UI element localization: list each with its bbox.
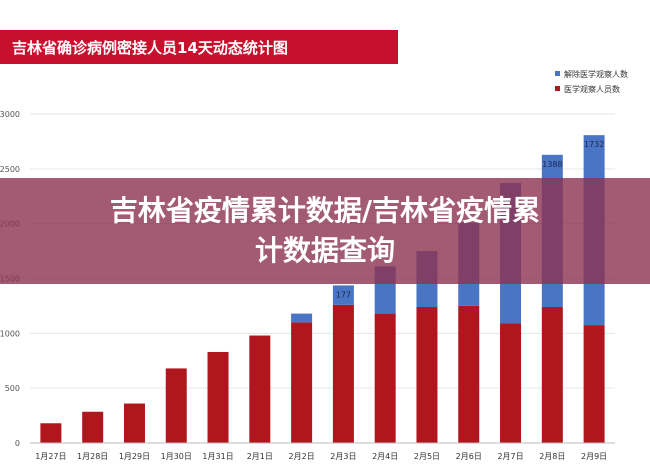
x-tick-label: 2月6日 xyxy=(456,452,482,461)
bar-observed-0 xyxy=(40,423,62,443)
y-tick-label: 500 xyxy=(5,384,20,393)
chart-title: 吉林省确诊病例密接人员14天动态统计图 xyxy=(12,39,288,57)
x-tick-label: 1月29日 xyxy=(119,452,150,461)
x-tick-label: 2月4日 xyxy=(372,452,398,461)
overlay-line-2: 计数据查询 xyxy=(254,234,395,267)
x-tick-label: 2月3日 xyxy=(330,452,356,461)
bar-observed-8 xyxy=(374,313,396,443)
bar-released-6 xyxy=(291,313,313,323)
y-tick-label: 1000 xyxy=(0,329,20,338)
bar-observed-12 xyxy=(541,307,563,443)
x-tick-label: 1月28日 xyxy=(77,452,108,461)
bar-observed-6 xyxy=(291,322,313,443)
y-tick-label: 0 xyxy=(15,439,20,448)
legend-label-released: 解除医学观察人数 xyxy=(564,69,628,79)
legend-swatch-observed xyxy=(555,86,560,91)
bar-observed-5 xyxy=(249,335,271,443)
x-tick-label: 2月8日 xyxy=(539,452,565,461)
bar-observed-10 xyxy=(458,305,480,443)
y-tick-label: 3000 xyxy=(0,110,20,119)
x-tick-label: 1月30日 xyxy=(161,452,192,461)
bar-observed-3 xyxy=(165,368,187,443)
overlay-line-1: 吉林省疫情累计数据/吉林省疫情累 xyxy=(109,194,541,227)
data-label: 177 xyxy=(336,290,351,299)
bar-observed-1 xyxy=(82,411,104,443)
x-tick-label: 2月9日 xyxy=(581,452,607,461)
x-tick-label: 2月1日 xyxy=(247,452,273,461)
legend: 解除医学观察人数 医学观察人员数 xyxy=(555,69,628,94)
bar-observed-7 xyxy=(332,304,354,443)
x-axis: 1月27日 1月28日 1月29日 1月30日 1月31日 2月1日 2月2日 2月3日 2月4… xyxy=(35,452,607,461)
overlay-banner: 吉林省疫情累计数据/吉林省疫情累 计数据查询 xyxy=(0,178,650,284)
data-label: 1732 xyxy=(584,140,604,149)
x-tick-label: 1月31日 xyxy=(202,452,233,461)
x-tick-label: 1月27日 xyxy=(35,452,66,461)
bar-observed-4 xyxy=(207,351,229,443)
bar-released-7 xyxy=(332,285,354,305)
bar-observed-9 xyxy=(416,307,438,443)
x-tick-label: 2月5日 xyxy=(414,452,440,461)
title-band xyxy=(0,30,398,64)
x-tick-label: 2月2日 xyxy=(289,452,315,461)
legend-swatch-released xyxy=(555,71,560,76)
data-labels: 177 1388 1732 xyxy=(336,140,605,299)
bar-observed-11 xyxy=(500,323,522,443)
bar-observed-13 xyxy=(583,325,605,443)
legend-label-observed: 医学观察人员数 xyxy=(564,84,620,94)
data-label: 1388 xyxy=(542,160,562,169)
x-tick-label: 2月7日 xyxy=(497,452,523,461)
y-tick-label: 2500 xyxy=(0,165,20,174)
bar-observed-2 xyxy=(123,403,145,443)
